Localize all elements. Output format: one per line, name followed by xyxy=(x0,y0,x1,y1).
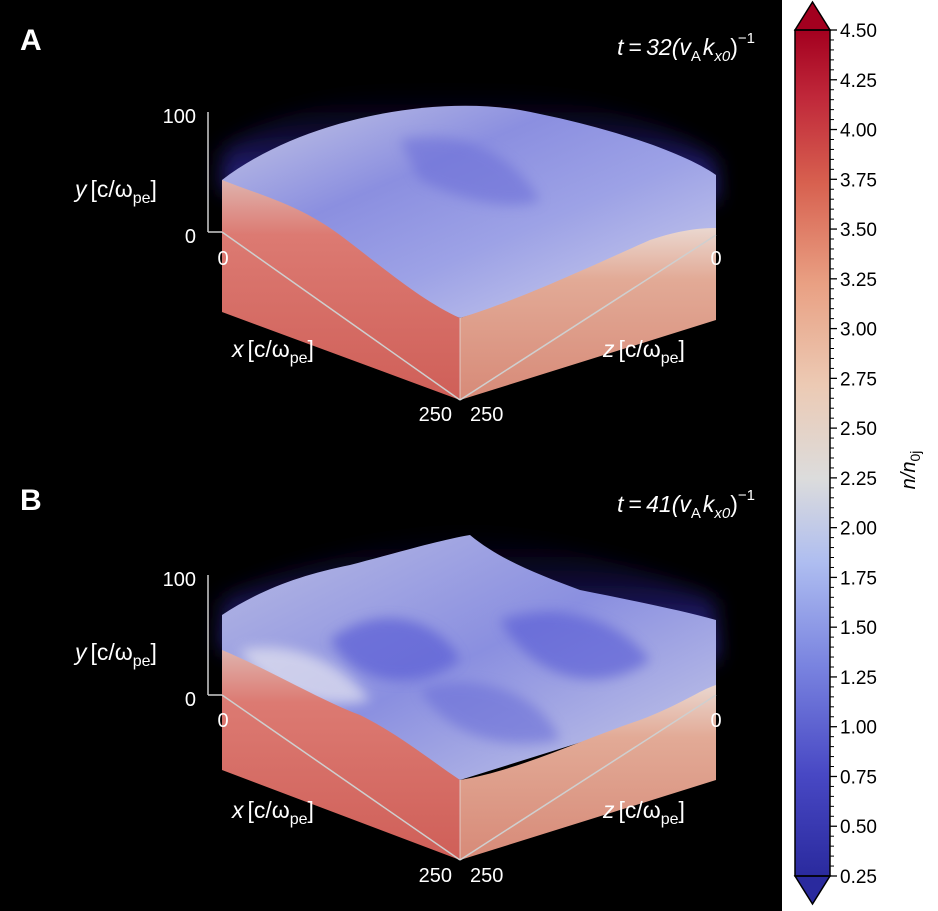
slab-right-face xyxy=(460,228,716,400)
y-tick-100: 100 xyxy=(163,106,196,128)
colorbar: 4.50 4.25 4.00 3.75 3.50 3.25 3.00 2.75 2.50 2.25… xyxy=(793,0,923,906)
colorbar-ticks: 4.50 4.25 4.00 3.75 3.50 3.25 3.00 2.75 2.50 2.25… xyxy=(830,21,877,888)
x-tick-250: 250 xyxy=(419,404,452,426)
colorbar-tick-label: 4.25 xyxy=(840,71,877,92)
z-tick-0: 0 xyxy=(710,710,721,732)
density-trough xyxy=(400,137,540,205)
panel-b: B t = 41(vAkx0)−1 100 0 0 250 0 250 y [c/… xyxy=(20,484,755,887)
colorbar-tick-label: 0.50 xyxy=(840,817,877,838)
slab-left-face xyxy=(222,650,460,860)
colorbar-tick-label: 3.75 xyxy=(840,170,877,191)
colorbar-tick-label: 0.25 xyxy=(840,867,877,888)
z-axis-label: z [c/ωpe] xyxy=(602,336,685,367)
z-axis-line xyxy=(459,694,717,861)
y-axis-label: y [c/ωpe] xyxy=(73,639,157,670)
z-axis-label: z [c/ωpe] xyxy=(602,797,685,828)
x-axis-label: x [c/ωpe] xyxy=(231,797,314,828)
density-filament xyxy=(420,682,560,744)
colorbar-extend-high xyxy=(793,0,832,31)
colorbar-tick-label: 2.25 xyxy=(840,469,877,490)
colorbar-extend-low xyxy=(793,875,832,906)
colorbar-tick-label: 1.50 xyxy=(840,618,877,639)
y-tick-0: 0 xyxy=(185,226,196,248)
colorbar-tick-label: 0.75 xyxy=(840,767,877,788)
time-label: t = 41(vAkx0)−1 xyxy=(617,487,755,522)
colorbar-tick-label: 3.25 xyxy=(840,270,877,291)
x-tick-250: 250 xyxy=(419,865,452,887)
colorbar-tick-label: 1.25 xyxy=(840,668,877,689)
colorbar-label: n/n0j xyxy=(898,451,923,490)
z-axis-line xyxy=(459,234,717,401)
z-tick-250: 250 xyxy=(470,865,503,887)
x-axis-line xyxy=(221,694,461,861)
slab-right-face xyxy=(460,685,716,860)
panel-label-b: B xyxy=(20,484,42,517)
density-filament xyxy=(500,612,650,680)
colorbar-tick-label: 3.00 xyxy=(840,320,877,341)
x-axis-label: x [c/ωpe] xyxy=(231,336,314,367)
y-tick-0: 0 xyxy=(185,689,196,711)
time-label: t = 32(vAkx0)−1 xyxy=(617,30,755,65)
x-tick-0: 0 xyxy=(217,248,228,270)
panel-a: A t = 32(vAkx0)−1 100 0 0 250 0 250 y [c/… xyxy=(20,24,755,426)
colorbar-tick-label: 3.50 xyxy=(840,220,877,241)
colorbar-gradient xyxy=(795,30,830,876)
x-tick-0: 0 xyxy=(217,710,228,732)
z-tick-250: 250 xyxy=(470,404,503,426)
density-filament xyxy=(330,618,460,681)
colorbar-tick-label: 1.00 xyxy=(840,718,877,739)
colorbar-tick-label: 2.00 xyxy=(840,519,877,540)
colorbar-tick-label: 4.00 xyxy=(840,121,877,142)
density-blob xyxy=(240,647,370,704)
colorbar-tick-label: 1.75 xyxy=(840,568,877,589)
colorbar-tick-label: 4.50 xyxy=(840,21,877,42)
slab-left-face xyxy=(222,180,460,400)
y-axis-label: y [c/ωpe] xyxy=(73,176,157,207)
x-axis-line xyxy=(221,231,461,401)
y-tick-100: 100 xyxy=(163,569,196,591)
z-tick-0: 0 xyxy=(710,248,721,270)
colorbar-tick-label: 2.50 xyxy=(840,419,877,440)
panel-label-a: A xyxy=(20,24,42,57)
colorbar-tick-label: 2.75 xyxy=(840,369,877,390)
